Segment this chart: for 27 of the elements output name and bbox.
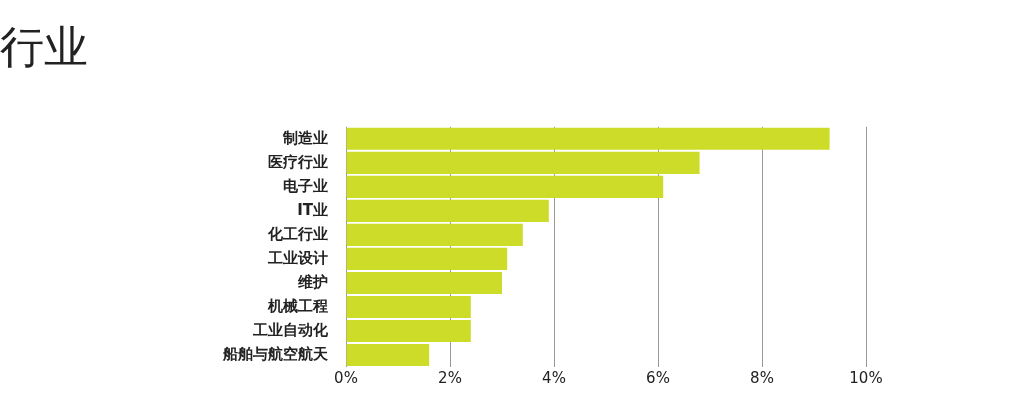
y-tick-label: 医疗行业 — [268, 152, 328, 171]
x-tick-label: 8% — [750, 368, 774, 387]
y-tick-label: 工业设计 — [267, 248, 328, 267]
bar — [346, 175, 664, 198]
y-tick-label: 化工行业 — [267, 224, 328, 243]
bar — [346, 223, 523, 246]
y-tick-label: IT业 — [297, 200, 328, 219]
x-tick-label: 0% — [334, 368, 358, 387]
bar — [346, 247, 508, 270]
bar — [346, 295, 471, 318]
y-tick-label: 维护 — [297, 272, 328, 291]
bar — [346, 343, 430, 367]
chart-title: 行业 — [0, 20, 88, 72]
bar — [346, 271, 502, 294]
x-tick-label: 4% — [542, 368, 566, 387]
x-tick-label: 2% — [438, 368, 462, 387]
y-tick-label: 机械工程 — [267, 296, 328, 315]
bar — [346, 199, 549, 222]
y-tick-label: 电子业 — [283, 176, 328, 195]
bar — [346, 319, 471, 343]
bar — [346, 127, 830, 150]
x-tick-label: 6% — [646, 368, 670, 387]
y-tick-label: 船舶与航空航天 — [222, 344, 329, 363]
x-tick-label: 10% — [849, 368, 883, 387]
y-tick-label: 工业自动化 — [252, 320, 329, 339]
bar — [346, 151, 700, 174]
y-tick-label: 制造业 — [282, 128, 328, 147]
